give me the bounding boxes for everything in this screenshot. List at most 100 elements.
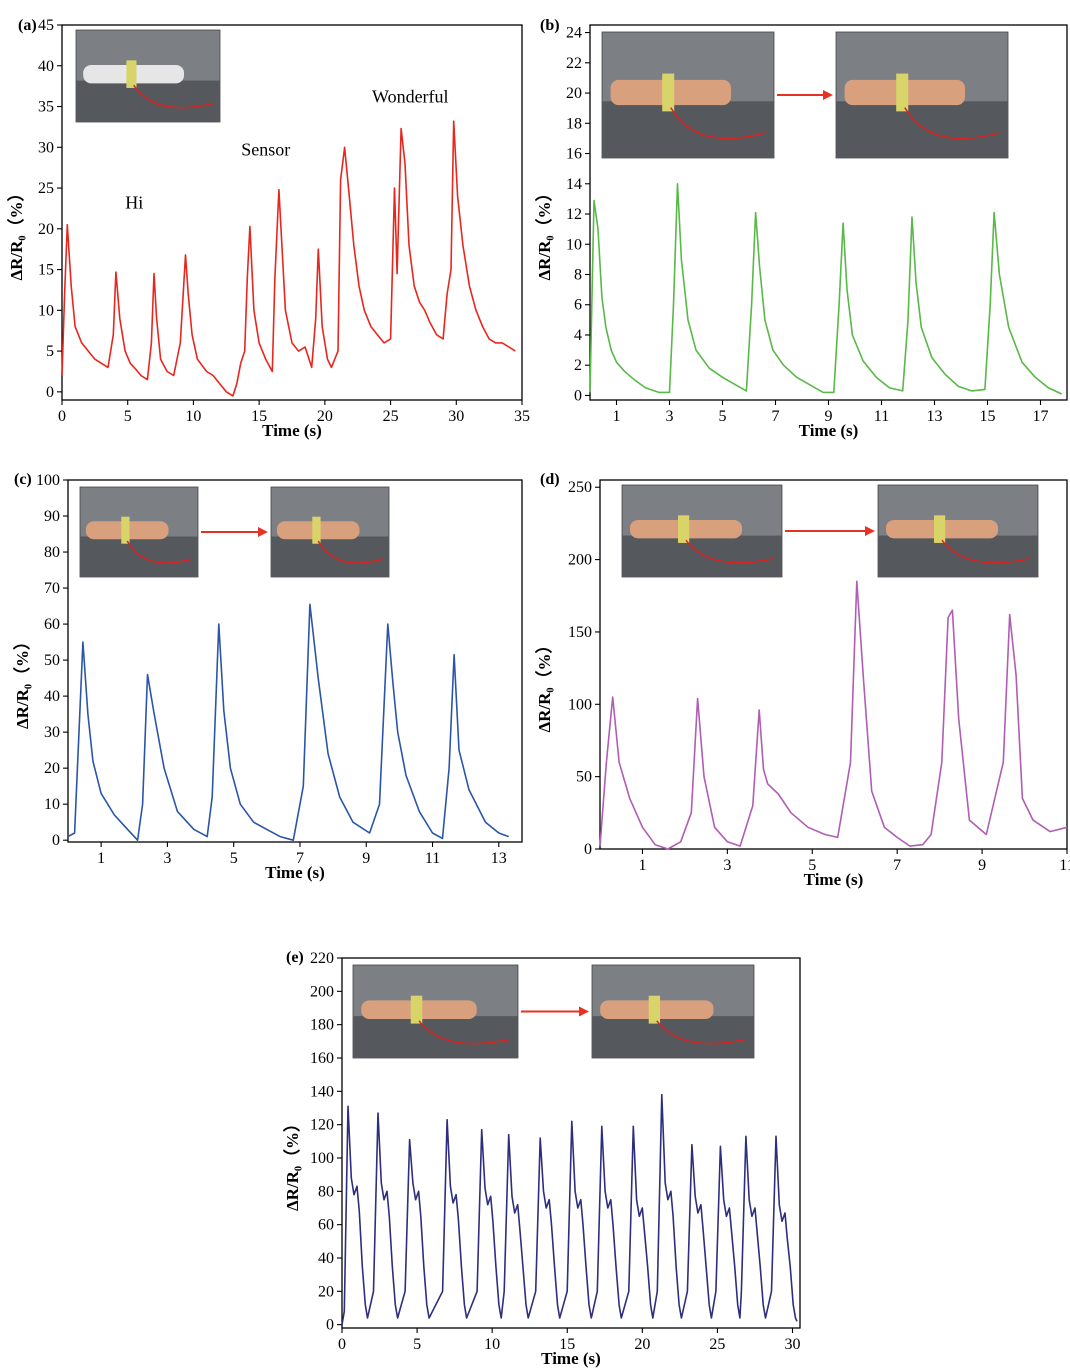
y-tick-label: 50 <box>576 769 592 786</box>
x-tick-label: 10 <box>185 408 201 425</box>
y-tick-label: 40 <box>318 1250 334 1267</box>
wrist-fist-photo-after <box>270 486 390 578</box>
panel-label: (a) <box>18 17 37 34</box>
x-tick-label: 15 <box>251 408 267 425</box>
y-tick-label: 20 <box>38 221 54 238</box>
plot-frame <box>67 479 523 843</box>
panel-label: (d) <box>540 471 560 488</box>
y-tick-label: 10 <box>38 302 54 319</box>
photo-wire <box>904 107 1000 140</box>
y-tick-label: 30 <box>38 139 54 156</box>
panel-label: (b) <box>540 17 560 34</box>
y-tick-label: 50 <box>44 652 60 669</box>
x-tick-label: 5 <box>124 408 132 425</box>
x-tick-label: 20 <box>634 1336 650 1353</box>
x-axis-title: Time (s) <box>265 863 325 882</box>
arrow-head <box>258 527 268 537</box>
x-tick-label: 11 <box>874 408 889 425</box>
y-tick-label: 40 <box>44 688 60 705</box>
arrow-head <box>865 526 875 536</box>
x-tick-label: 1 <box>613 408 621 425</box>
y-tick-label: 6 <box>574 297 582 314</box>
y-tick-label: 200 <box>568 552 592 569</box>
y-tick-label: 15 <box>38 262 54 279</box>
wrist-photo-before <box>601 31 775 159</box>
plot-frame <box>61 24 523 401</box>
y-tick-label: 4 <box>574 327 582 344</box>
finger-photo-before <box>621 484 783 578</box>
y-tick-label: 0 <box>584 841 592 858</box>
annotation-label: Wonderful <box>372 86 449 106</box>
y-axis-title: ΔR/R₀（%） <box>534 184 554 280</box>
arrow-head <box>823 90 833 100</box>
y-tick-label: 80 <box>318 1183 334 1200</box>
y-tick-label: 2 <box>574 357 582 374</box>
y-tick-label: 16 <box>566 146 582 163</box>
throat-sensor-photo <box>75 29 221 123</box>
x-tick-label: 0 <box>338 1336 346 1353</box>
panel-label: (e) <box>286 949 304 966</box>
y-tick-label: 100 <box>36 472 60 489</box>
y-tick-label: 24 <box>566 25 582 42</box>
x-tick-label: 5 <box>808 857 816 874</box>
x-tick-label: 7 <box>296 850 304 867</box>
y-axis-title: ΔR/R₀（%） <box>534 636 554 732</box>
arrow-head <box>579 1006 589 1017</box>
y-tick-label: 25 <box>38 180 54 197</box>
y-tick-label: 250 <box>568 479 592 496</box>
elbow-photo-after <box>591 964 755 1059</box>
photo-surface <box>76 80 220 122</box>
x-tick-label: 20 <box>317 408 333 425</box>
y-tick-label: 20 <box>566 85 582 102</box>
x-tick-label: 13 <box>491 850 507 867</box>
photo-surface <box>271 536 389 577</box>
y-axis-title: ΔR/R₀（%） <box>282 1115 302 1211</box>
photo-surface <box>592 1016 754 1058</box>
y-tick-label: 18 <box>566 115 582 132</box>
y-tick-label: 60 <box>318 1217 334 1234</box>
series-line <box>61 120 516 397</box>
photo-sensor-strip <box>678 515 690 543</box>
series-line <box>589 183 1063 395</box>
photo-sensor-strip <box>934 515 946 543</box>
y-tick-label: 60 <box>44 616 60 633</box>
x-tick-label: 15 <box>980 408 996 425</box>
y-tick-label: 14 <box>566 176 582 193</box>
x-tick-label: 10 <box>484 1336 500 1353</box>
photo-sensor-strip <box>126 60 137 88</box>
x-tick-label: 15 <box>559 1336 575 1353</box>
photo-sensor-strip <box>648 995 661 1024</box>
y-axis-title: ΔR/R₀（%） <box>12 633 32 729</box>
photo-sensor-strip <box>312 516 321 544</box>
y-tick-label: 10 <box>566 236 582 253</box>
photo-surface <box>353 1016 518 1058</box>
y-tick-label: 220 <box>310 950 334 967</box>
x-tick-label: 30 <box>784 1336 800 1353</box>
y-tick-label: 8 <box>574 266 582 283</box>
y-tick-label: 20 <box>318 1283 334 1300</box>
photo-wire <box>132 84 213 109</box>
series-line <box>341 1093 798 1325</box>
x-axis-title: Time (s) <box>804 870 864 889</box>
y-tick-label: 22 <box>566 55 582 72</box>
photo-wire <box>126 540 193 564</box>
x-tick-label: 30 <box>448 408 464 425</box>
x-tick-label: 3 <box>666 408 674 425</box>
y-tick-label: 180 <box>310 1017 334 1034</box>
x-tick-label: 1 <box>97 850 105 867</box>
wrist-photo-after <box>835 31 1009 159</box>
annotation-label: Hi <box>125 192 143 212</box>
y-tick-label: 100 <box>310 1150 334 1167</box>
chart-panel-e: 0 5 10 15 20 25 30 0 20 40 60 80 100 120 140 160 180 200 2… <box>282 949 801 1368</box>
elbow-photo-before <box>352 964 519 1059</box>
x-tick-label: 7 <box>772 408 780 425</box>
y-tick-label: 45 <box>38 17 54 34</box>
x-tick-label: 5 <box>413 1336 421 1353</box>
y-tick-label: 0 <box>326 1317 334 1334</box>
x-tick-label: 9 <box>362 850 370 867</box>
photo-sensor-strip <box>410 995 423 1024</box>
panel-label: (c) <box>14 471 32 488</box>
finger-photo-after <box>877 484 1039 578</box>
